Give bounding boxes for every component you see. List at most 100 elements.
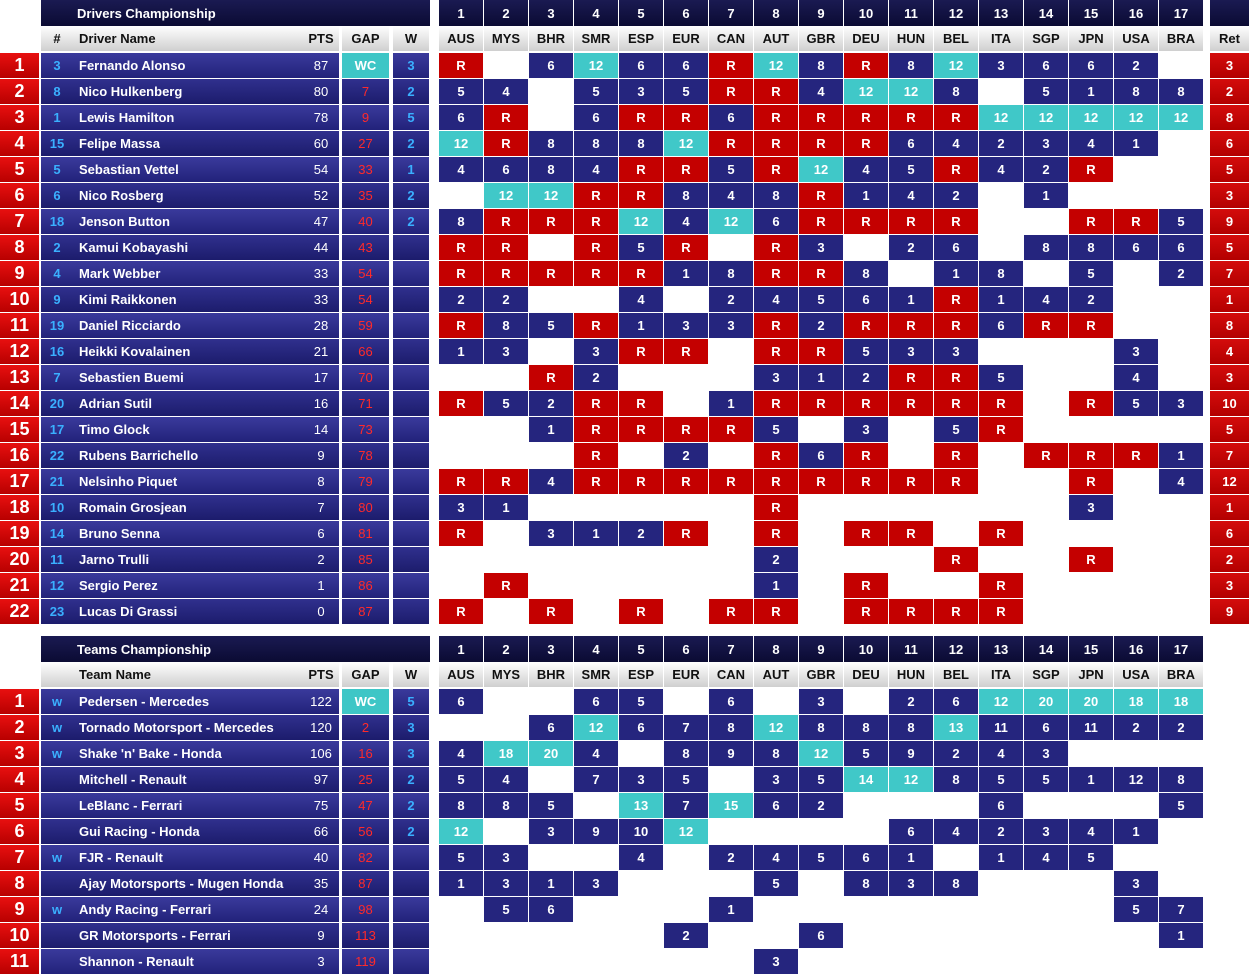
teams-race-result <box>934 845 978 870</box>
teams-race-result: 1 <box>439 871 483 896</box>
teams-race-result: 18 <box>484 741 528 766</box>
teams-race-result: 6 <box>754 793 798 818</box>
teams-race-result: 5 <box>979 767 1023 792</box>
teams-race-number: 14 <box>1024 636 1068 662</box>
drivers-race-result: 6 <box>664 53 708 78</box>
drivers-race-code: ESP <box>619 26 663 51</box>
teams-race-result <box>934 793 978 818</box>
drivers-race-result <box>529 79 573 104</box>
drivers-race-result <box>1159 183 1203 208</box>
teams-race-result: 5 <box>1159 793 1203 818</box>
drivers-race-result <box>934 573 978 598</box>
teams-race-result <box>664 949 708 974</box>
teams-race-code: SMR <box>574 662 618 687</box>
points: 80 <box>303 79 339 104</box>
drivers-race-result <box>439 365 483 390</box>
drivers-race-result: 2 <box>934 183 978 208</box>
teams-race-result <box>889 793 933 818</box>
drivers-race-result <box>1114 261 1158 286</box>
teams-race-result <box>1114 845 1158 870</box>
teams-race-result <box>1069 923 1113 948</box>
teams-race-result: 20 <box>529 741 573 766</box>
position-cell: 17 <box>0 469 39 494</box>
points: 24 <box>303 897 339 922</box>
teams-race-result <box>439 715 483 740</box>
car-number: 9 <box>41 287 73 312</box>
drivers-race-result <box>574 495 618 520</box>
teams-header-name: Team Name <box>73 662 303 687</box>
drivers-race-result: R <box>979 573 1023 598</box>
teams-race-result <box>439 949 483 974</box>
points: 3 <box>303 949 339 974</box>
drivers-race-result: 12 <box>1114 105 1158 130</box>
teams-race-result <box>754 897 798 922</box>
teams-race-result: 7 <box>1159 897 1203 922</box>
teams-race-code: USA <box>1114 662 1158 687</box>
drivers-race-result: 12 <box>799 157 843 182</box>
drivers-race-result <box>979 79 1023 104</box>
retirements: 3 <box>1210 365 1249 390</box>
team-mark: w <box>41 897 73 922</box>
teams-race-result: 1 <box>979 845 1023 870</box>
teams-race-result: 20 <box>1069 689 1113 714</box>
drivers-race-result: 4 <box>709 183 753 208</box>
drivers-race-result <box>439 573 483 598</box>
drivers-race-result <box>484 417 528 442</box>
drivers-race-result <box>1159 365 1203 390</box>
team-name: Ajay Motorsports - Mugen Honda <box>73 871 303 896</box>
teams-race-result <box>709 871 753 896</box>
drivers-header-num: # <box>41 26 73 51</box>
teams-race-result <box>934 949 978 974</box>
retirements: 5 <box>1210 417 1249 442</box>
drivers-race-result: 3 <box>1024 131 1068 156</box>
drivers-race-result: R <box>574 313 618 338</box>
teams-race-result: 5 <box>1069 845 1113 870</box>
retirements: 2 <box>1210 79 1249 104</box>
wins <box>393 469 429 494</box>
drivers-race-result: 3 <box>709 313 753 338</box>
teams-race-result <box>754 923 798 948</box>
teams-race-result: 8 <box>484 793 528 818</box>
drivers-race-result: 6 <box>1159 235 1203 260</box>
drivers-race-result <box>574 599 618 624</box>
drivers-race-result: R <box>799 469 843 494</box>
drivers-race-result <box>1159 157 1203 182</box>
driver-name: Romain Grosjean <box>73 495 303 520</box>
teams-race-result: 6 <box>439 689 483 714</box>
teams-race-result: 9 <box>889 741 933 766</box>
drivers-race-result: 12 <box>934 53 978 78</box>
drivers-race-result: R <box>574 417 618 442</box>
drivers-race-result: R <box>934 105 978 130</box>
teams-race-number: 17 <box>1159 636 1203 662</box>
drivers-race-result: R <box>664 521 708 546</box>
teams-race-result <box>1114 793 1158 818</box>
drivers-race-result: 12 <box>889 79 933 104</box>
wins <box>393 547 429 572</box>
drivers-race-result: 8 <box>439 209 483 234</box>
drivers-race-number: 13 <box>979 0 1023 26</box>
drivers-race-result: R <box>844 469 888 494</box>
drivers-race-result: R <box>889 105 933 130</box>
gap: 27 <box>342 131 389 156</box>
drivers-race-result: R <box>439 599 483 624</box>
team-mark <box>41 949 73 974</box>
drivers-race-result <box>709 495 753 520</box>
drivers-race-code: BRA <box>1159 26 1203 51</box>
drivers-race-result: 12 <box>709 209 753 234</box>
team-mark: w <box>41 845 73 870</box>
drivers-race-number: 17 <box>1159 0 1203 26</box>
drivers-race-result <box>664 287 708 312</box>
teams-race-result <box>934 897 978 922</box>
drivers-race-result: R <box>709 417 753 442</box>
teams-race-result <box>529 923 573 948</box>
drivers-race-result <box>439 547 483 572</box>
drivers-race-result: R <box>799 105 843 130</box>
teams-race-result: 8 <box>1159 767 1203 792</box>
position-cell: 6 <box>0 183 39 208</box>
teams-race-result: 3 <box>574 871 618 896</box>
drivers-race-result <box>799 573 843 598</box>
teams-race-number: 1 <box>439 636 483 662</box>
gap: 7 <box>342 79 389 104</box>
drivers-race-result: 4 <box>1114 365 1158 390</box>
drivers-race-result: R <box>889 209 933 234</box>
